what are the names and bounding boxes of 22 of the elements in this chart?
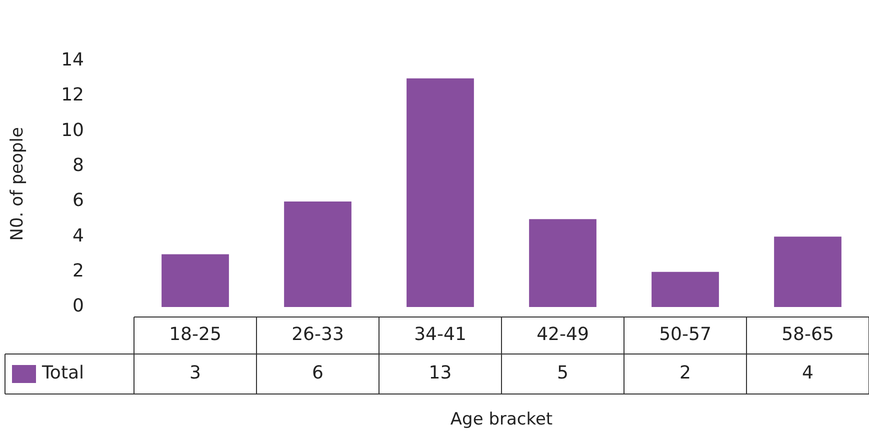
bar: [529, 219, 596, 307]
x-axis-title: Age bracket: [450, 409, 553, 430]
y-tick-label: 10: [61, 120, 84, 141]
x-tick-label: 42-49: [536, 324, 589, 346]
x-tick-label: 50-57: [659, 324, 712, 346]
y-tick-label: 8: [72, 154, 84, 176]
bar: [774, 236, 842, 307]
y-axis-title: N0. of people: [8, 127, 28, 241]
x-tick-label: 58-65: [782, 324, 834, 346]
y-tick-label: 2: [72, 260, 84, 282]
x-tick-label: 26-33: [292, 324, 344, 346]
y-tick-label: 4: [72, 225, 84, 246]
x-tick-label: 34-41: [414, 324, 466, 346]
bar: [406, 78, 474, 307]
y-tick-label: 0: [72, 296, 84, 317]
y-tick-label: 12: [61, 84, 84, 106]
bar: [162, 254, 229, 307]
y-tick-label: 6: [72, 190, 84, 212]
bar: [652, 272, 719, 307]
x-tick-label: 18-25: [169, 324, 222, 346]
y-tick-label: 14: [61, 49, 84, 70]
bar: [284, 201, 352, 307]
